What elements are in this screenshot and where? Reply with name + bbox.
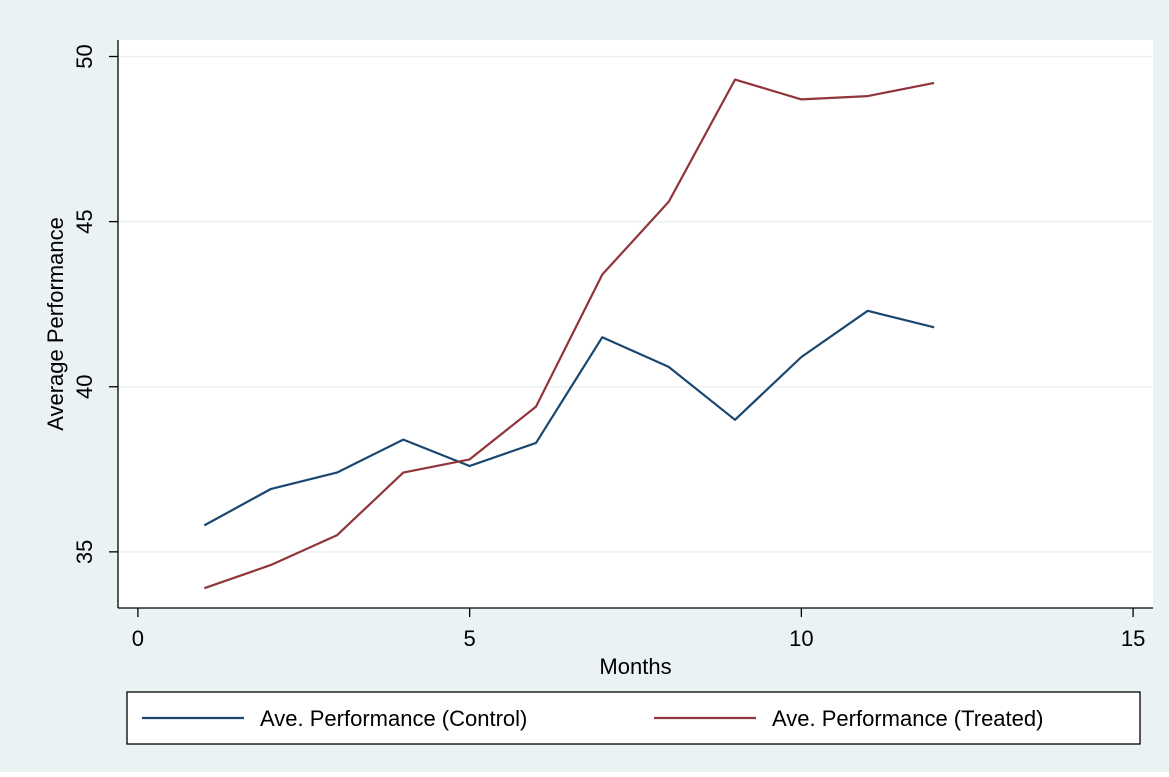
y-tick-label: 50 [72, 44, 97, 68]
y-tick-label: 45 [72, 209, 97, 233]
x-tick-label: 15 [1121, 626, 1145, 651]
legend: Ave. Performance (Control) Ave. Performan… [126, 691, 1141, 745]
x-tick-label: 5 [464, 626, 476, 651]
grid-lines [118, 55, 1153, 553]
x-tick-label: 10 [789, 626, 813, 651]
x-tick-label: 0 [132, 626, 144, 651]
legend-label-control: Ave. Performance (Control) [260, 706, 527, 731]
y-axis-label: Average Performance [43, 217, 68, 431]
legend-label-treated: Ave. Performance (Treated) [772, 706, 1043, 731]
legend-box [126, 691, 1141, 745]
series-line-treated [203, 78, 935, 590]
x-axis-label: Months [599, 654, 671, 679]
series-line-control [203, 309, 935, 527]
tick-labels: 0 5 10 15 35 40 45 50 [72, 44, 1145, 651]
axes [109, 40, 1153, 617]
plot-area [118, 40, 1153, 608]
series-lines [203, 78, 935, 590]
y-tick-label: 40 [72, 375, 97, 399]
y-tick-label: 35 [72, 540, 97, 564]
